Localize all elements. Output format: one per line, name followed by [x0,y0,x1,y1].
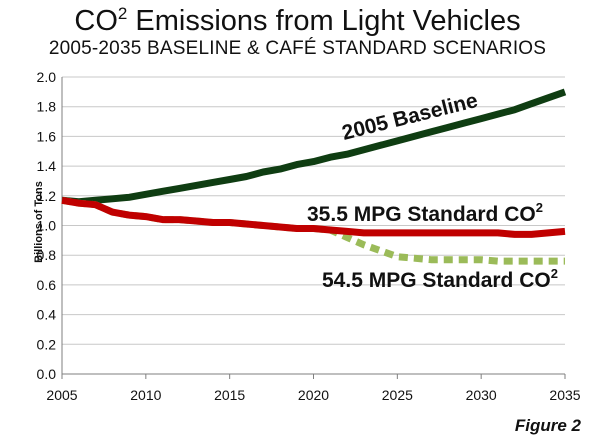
x-tick-label: 2005 [46,387,77,403]
axes [61,77,566,379]
y-tick-label: 0.2 [37,336,57,352]
x-tick-label: 2025 [382,387,413,403]
y-tick-labels: 0.0 0.2 0.4 0.6 0.8 1.0 1.2 1.4 1.6 1.8 2.0 [37,69,57,382]
x-tick-labels: 2005 2010 2015 2020 2025 2030 2035 [46,387,580,403]
y-axis-label: Billions of Tons [33,181,45,263]
y-tick-label: 0.6 [37,277,57,293]
x-tick-label: 2030 [466,387,497,403]
series-line-2 [61,196,566,238]
y-tick-label: 1.4 [37,158,57,174]
title-rest: Emissions from Light Vehicles [127,5,521,37]
y-tick-label: 1.2 [37,188,57,204]
y-tick-label: 1.6 [37,128,57,144]
x-tick-label: 2010 [130,387,161,403]
series-label-35-5: 35.5 MPG Standard CO2 [307,200,543,226]
x-tick-label: 2020 [298,387,329,403]
x-tick-label: 2015 [214,387,245,403]
chart-subtitle: 2005-2035 BASELINE & CAFÉ STANDARD SCENA… [48,38,547,59]
title-main: CO [74,5,118,37]
y-tick-label: 2.0 [37,69,57,85]
series-line-1 [61,88,567,206]
y-tick-label: 0.8 [37,247,57,263]
y-tick-label: 0.4 [37,307,57,323]
x-tick-label: 2035 [549,387,580,403]
chart-title: CO2 Emissions from Light Vehicles [0,4,595,38]
series-line-3 [61,196,565,265]
series-lines [61,88,567,265]
y-tick-label: 0.0 [37,366,57,382]
series-label-54-5: 54.5 MPG Standard CO2 [322,266,558,292]
title-sup: 2 [117,4,128,23]
y-tick-label: 1.8 [37,99,57,115]
figure-label: Figure 2 [514,416,581,435]
y-tick-label: 1.0 [37,218,57,234]
